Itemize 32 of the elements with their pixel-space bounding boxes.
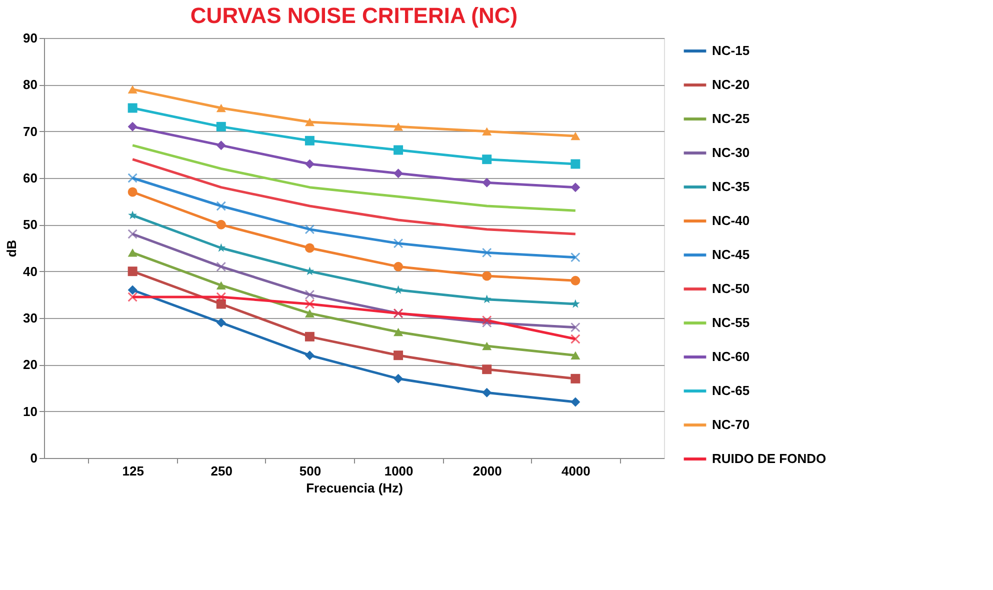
y-tick-label: 50 bbox=[23, 217, 38, 232]
y-axis-title: dB bbox=[4, 240, 20, 258]
legend-label: NC-65 bbox=[712, 383, 750, 398]
y-tick-label: 60 bbox=[23, 170, 38, 186]
legend-label: NC-55 bbox=[712, 315, 750, 330]
y-tick-label: 20 bbox=[23, 357, 38, 372]
legend-label: NC-40 bbox=[712, 213, 750, 228]
y-tick-label: 80 bbox=[23, 77, 38, 92]
x-tick-label: 125 bbox=[122, 464, 144, 478]
legend-label: NC-35 bbox=[712, 179, 750, 194]
legend-label: NC-15 bbox=[712, 43, 750, 58]
x-tick-label: 500 bbox=[299, 464, 322, 478]
chart-title: CURVAS NOISE CRITERIA (NC) bbox=[190, 3, 518, 28]
legend-label: NC-60 bbox=[712, 349, 750, 364]
legend-label: NC-25 bbox=[712, 111, 750, 126]
x-axis-title: Frecuencia (Hz) bbox=[306, 480, 403, 496]
legend-label: NC-20 bbox=[712, 77, 750, 92]
y-tick-label: 90 bbox=[23, 30, 38, 46]
legend-label: NC-50 bbox=[712, 281, 750, 296]
x-tick-label: 250 bbox=[210, 464, 232, 478]
legend-label: NC-70 bbox=[712, 417, 750, 432]
legend-label: RUIDO DE FONDO bbox=[712, 451, 826, 466]
y-tick-label: 0 bbox=[30, 450, 38, 466]
y-tick-label: 40 bbox=[23, 264, 38, 279]
y-tick-label: 10 bbox=[23, 404, 38, 419]
y-tick-label: 70 bbox=[23, 124, 38, 139]
legend-label: NC-30 bbox=[712, 145, 750, 160]
legend-label: NC-45 bbox=[712, 247, 750, 262]
x-tick-label: 4000 bbox=[561, 464, 590, 478]
x-tick-label: 2000 bbox=[472, 464, 502, 478]
x-tick-label: 1000 bbox=[384, 464, 414, 478]
y-tick-label: 30 bbox=[23, 310, 38, 326]
